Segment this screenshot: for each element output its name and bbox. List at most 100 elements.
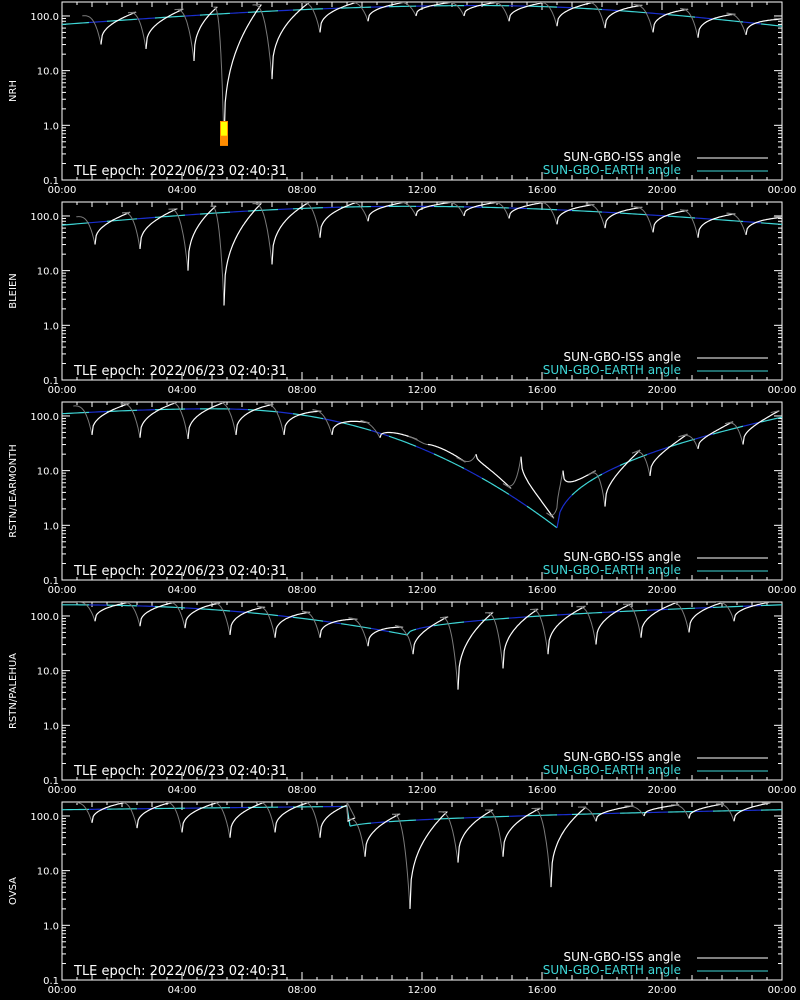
iss-arc-connector [773, 17, 782, 20]
earth-angle-segment [649, 451, 654, 455]
iss-arc-ascending [415, 202, 454, 217]
iss-arc-ascending [319, 2, 358, 33]
x-tick-label: 08:00 [288, 985, 317, 996]
iss-arc-ascending [139, 208, 178, 249]
legend-earth-label: SUN-GBO-EARTH angle [543, 763, 681, 777]
iss-arc-ascending [229, 802, 266, 838]
iss-arc-ascending [745, 18, 782, 36]
earth-angle-segment [772, 417, 777, 420]
iss-arc-ascending [652, 209, 689, 233]
iss-arc-ascending [145, 8, 184, 49]
iss-arc-descending [120, 403, 141, 438]
earth-angle-segment [619, 463, 624, 466]
earth-angle-segment [529, 507, 534, 511]
earth-angle-segment [352, 824, 357, 827]
plot-area [62, 602, 782, 690]
iss-arc-ascending [271, 202, 310, 265]
earth-angle-segment [310, 415, 315, 418]
earth-angle-segment [499, 488, 504, 492]
x-tick-label: 04:00 [168, 185, 197, 196]
earth-angle-segment [727, 428, 732, 431]
iss-arc-ascending [319, 804, 356, 838]
iss-arc-ascending [595, 805, 634, 822]
iss-arc-ascending [463, 202, 500, 217]
earth-angle-segment [448, 460, 453, 463]
earth-angle-segment [457, 464, 462, 468]
iss-arc-connector [773, 216, 782, 218]
iss-arc-ascending [595, 603, 632, 645]
earth-angle-segment [370, 627, 375, 630]
chart-panel-0: 100.0 10.0 1.0 0.1 NRH 00:00 04:00 08:00 12:00 16… [8, 1, 796, 196]
iss-arc-descending [312, 409, 333, 436]
iss-angle-series [76, 602, 771, 690]
earth-angle-segment [388, 435, 393, 438]
x-axis: 00:00 04:00 08:00 12:00 16:00 20:00 00:00 [48, 2, 796, 196]
earth-angle-segment [556, 511, 561, 528]
iss-arc-descending [585, 2, 606, 29]
x-tick-label: 04:00 [168, 385, 197, 396]
y-tick-label: 100.0 [30, 612, 59, 623]
earth-angle-segment [352, 424, 357, 427]
earth-angle-segment [316, 416, 321, 419]
iss-arc-ascending [379, 431, 418, 441]
earth-angle-segment [334, 420, 339, 423]
y-tick-label: 100.0 [30, 812, 59, 823]
iss-arc-descending [168, 402, 189, 439]
earth-angle-series [62, 408, 782, 529]
earth-angle-segment [550, 522, 555, 527]
iss-arc-descending [360, 419, 381, 438]
x-tick-label: 00:00 [768, 785, 797, 796]
station-label: RSTN/LEARMONTH [8, 444, 19, 538]
iss-arc-descending [394, 625, 414, 655]
earth-angle-segment [328, 419, 333, 422]
x-tick-label: 20:00 [648, 785, 677, 796]
iss-arc-ascending [697, 213, 736, 238]
iss-arc-descending [546, 470, 564, 516]
earth-angle-segment [565, 497, 570, 503]
iss-arc-descending [167, 602, 186, 629]
iss-arc-descending [346, 802, 366, 857]
earth-angle-segment [463, 467, 468, 471]
earth-angle-segment [433, 453, 438, 456]
tle-epoch-text: TLE epoch: 2022/06/23 02:40:31 [73, 164, 287, 179]
y-axis: 100.0 10.0 1.0 0.1 NRH [8, 12, 782, 187]
iss-arc-ascending [688, 803, 725, 819]
flare-marker-core [221, 121, 227, 136]
earth-angle-segment [694, 437, 699, 440]
iss-arc-descending [669, 602, 690, 633]
earth-angle-segment [562, 501, 567, 507]
legend-earth-label: SUN-GBO-EARTH angle [543, 363, 681, 377]
earth-angle-segment [766, 419, 771, 422]
earth-angle-segment [703, 435, 708, 438]
x-tick-label: 00:00 [768, 585, 797, 596]
x-tick-label: 20:00 [648, 985, 677, 996]
iss-arc-descending [485, 809, 504, 857]
iss-arc-descending [210, 205, 225, 306]
iss-arc-descending [348, 202, 369, 222]
iss-arc-ascending [475, 454, 512, 490]
legend-earth-label: SUN-GBO-EARTH angle [543, 163, 681, 177]
earth-angle-segment [721, 430, 726, 433]
y-axis: 100.0 10.0 1.0 0.1 BLEIEN [8, 212, 782, 387]
iss-arc-ascending [184, 602, 221, 629]
x-tick-label: 00:00 [48, 185, 77, 196]
station-label: BLEIEN [8, 273, 19, 309]
earth-angle-segment [526, 505, 531, 509]
earth-angle-segment [697, 436, 702, 439]
iss-arc-ascending [415, 2, 454, 17]
earth-angle-segment [493, 484, 498, 488]
earth-angle-segment [394, 632, 399, 634]
earth-angle-segment [487, 481, 492, 484]
iss-arc-descending [122, 602, 141, 627]
earth-angle-segment [613, 466, 618, 469]
x-tick-label: 20:00 [648, 385, 677, 396]
iss-arc-ascending [427, 443, 466, 463]
chart-panel-1: 100.0 10.0 1.0 0.1 BLEIEN 00:00 04:00 08:00 12:0… [8, 201, 796, 396]
x-tick-label: 16:00 [528, 585, 557, 596]
earth-angle-segment [424, 626, 429, 628]
earth-angle-segment [682, 441, 687, 444]
iss-arc-ascending [94, 211, 131, 245]
